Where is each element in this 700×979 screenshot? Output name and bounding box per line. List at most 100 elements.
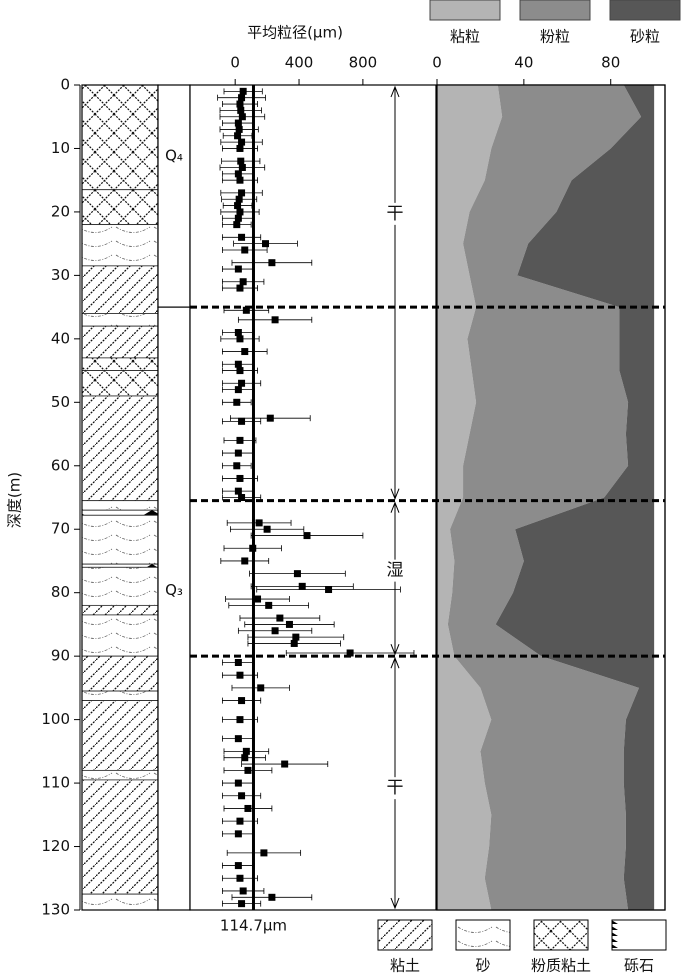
lithology-legend-label: 砂 bbox=[475, 957, 490, 975]
point bbox=[235, 125, 243, 133]
lithology-layer bbox=[81, 893, 159, 911]
lithology-layer bbox=[81, 655, 159, 692]
percent-tick-label: 40 bbox=[514, 54, 533, 72]
lithology-layer bbox=[81, 779, 159, 895]
point bbox=[238, 138, 246, 146]
point bbox=[237, 157, 245, 165]
point bbox=[236, 474, 244, 482]
point bbox=[236, 671, 244, 679]
grain-tick-label: 0 bbox=[230, 54, 240, 72]
depth-tick-label: 30 bbox=[51, 266, 70, 284]
point bbox=[271, 316, 279, 324]
lithology-layer bbox=[81, 500, 159, 511]
depth-tick-label: 10 bbox=[51, 139, 70, 157]
point bbox=[238, 379, 246, 387]
point bbox=[244, 766, 252, 774]
point bbox=[234, 119, 242, 127]
arrow-head bbox=[390, 501, 400, 513]
legend-swatch bbox=[519, 0, 591, 21]
depth-tick-label: 50 bbox=[51, 393, 70, 411]
point bbox=[234, 830, 242, 838]
legend-label: 粘粒 bbox=[450, 28, 480, 46]
stratum bbox=[157, 84, 191, 308]
grain-tick-label: 400 bbox=[285, 54, 314, 72]
point bbox=[234, 862, 242, 870]
point bbox=[281, 760, 289, 768]
point bbox=[242, 747, 250, 755]
point bbox=[244, 804, 252, 812]
point bbox=[241, 348, 249, 356]
lithology-layer bbox=[81, 604, 159, 616]
point bbox=[242, 306, 250, 314]
point bbox=[236, 716, 244, 724]
zone-label: 湿 bbox=[387, 561, 404, 581]
point bbox=[238, 94, 246, 102]
lithology-legend-swatch bbox=[455, 919, 511, 951]
lithology-legend-swatch bbox=[611, 919, 667, 951]
lithology-layer bbox=[81, 357, 159, 371]
legend-swatch bbox=[609, 0, 681, 21]
lithology-layer bbox=[81, 514, 159, 565]
legend-label: 砂粒 bbox=[630, 28, 660, 46]
arrow-head bbox=[390, 643, 400, 656]
point bbox=[238, 164, 246, 171]
depth-tick-label: 90 bbox=[51, 647, 70, 665]
point bbox=[268, 893, 276, 901]
point bbox=[234, 202, 242, 210]
point bbox=[234, 132, 242, 140]
point bbox=[233, 398, 241, 406]
point bbox=[271, 627, 279, 635]
point bbox=[236, 176, 244, 184]
point bbox=[290, 639, 298, 647]
point bbox=[236, 335, 244, 343]
area bbox=[495, 85, 655, 910]
lithology-layer bbox=[81, 224, 159, 267]
point bbox=[254, 595, 262, 603]
point bbox=[234, 360, 242, 368]
stratum bbox=[157, 306, 191, 911]
lithology-layer bbox=[81, 265, 159, 314]
point bbox=[234, 386, 242, 394]
legend-label: 粉粒 bbox=[540, 28, 570, 46]
zone-label-bg bbox=[385, 559, 405, 582]
stratum-label: Q₄ bbox=[165, 147, 183, 165]
point bbox=[239, 87, 247, 95]
point bbox=[236, 817, 244, 825]
point bbox=[238, 900, 246, 908]
lithology-layer bbox=[81, 84, 159, 191]
point bbox=[257, 684, 265, 692]
point bbox=[234, 170, 242, 178]
percent-frame-top bbox=[436, 84, 666, 911]
point bbox=[238, 233, 246, 241]
depth-tick-label: 70 bbox=[51, 520, 70, 538]
depth-tick-label: 80 bbox=[51, 583, 70, 601]
grain-title: 平均粒径(μm) bbox=[247, 24, 343, 42]
depth-axis-label: 深度(m) bbox=[6, 472, 24, 528]
point bbox=[234, 214, 242, 222]
lithology-legend-label: 粘土 bbox=[390, 957, 420, 975]
lithology-layer bbox=[81, 563, 159, 568]
zone-label: 干 bbox=[387, 204, 404, 224]
point bbox=[238, 792, 246, 800]
point bbox=[234, 449, 242, 457]
grain-tick-label: 800 bbox=[349, 54, 378, 72]
lithology-layer bbox=[81, 313, 159, 327]
depth-tick-label: 130 bbox=[41, 901, 70, 919]
legend-swatch bbox=[429, 0, 501, 21]
lithology-legend-label: 粉质粘土 bbox=[531, 957, 591, 975]
point bbox=[236, 367, 244, 375]
point bbox=[298, 582, 306, 590]
lithology-legend-swatch bbox=[377, 919, 433, 951]
percent-tick-label: 0 bbox=[432, 54, 442, 72]
point bbox=[292, 633, 300, 641]
arrow-head bbox=[390, 85, 400, 98]
point bbox=[285, 620, 293, 628]
point bbox=[265, 601, 273, 609]
mean-label: 114.7μm bbox=[220, 917, 287, 935]
point bbox=[266, 414, 274, 422]
lithology-layer bbox=[81, 614, 159, 657]
point bbox=[239, 887, 247, 895]
lithology-layer bbox=[81, 769, 159, 781]
stratum-label: Q₃ bbox=[165, 581, 183, 599]
